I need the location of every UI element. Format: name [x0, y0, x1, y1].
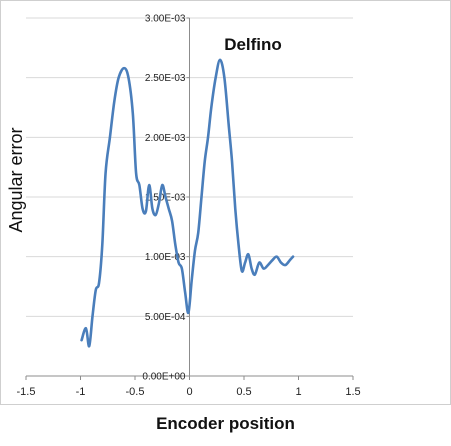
- y-tick-label: 1.00E-03: [145, 252, 186, 263]
- y-tick-label: 3.00E-03: [145, 14, 186, 25]
- y-tick-label: 2.00E-03: [145, 133, 186, 144]
- axes: [25, 17, 354, 380]
- x-tick-label: 1: [295, 386, 301, 398]
- plot-frame: [0, 0, 451, 405]
- chart-title: Delfino: [224, 35, 282, 54]
- y-axis-label: Angular error: [6, 127, 26, 232]
- x-tick-label: -0.5: [126, 386, 145, 398]
- series-layer: [80, 58, 295, 348]
- y-tick-label: 2.50E-03: [145, 73, 186, 84]
- series-line-0: [80, 58, 295, 348]
- x-tick-label: 1.5: [345, 386, 360, 398]
- x-tick-label: -1: [76, 386, 86, 398]
- x-tick-label: -1.5: [17, 386, 36, 398]
- x-axis-label: Encoder position: [156, 414, 295, 433]
- x-tick-label: 0.5: [236, 386, 251, 398]
- y-tick-label: 5.00E-04: [145, 312, 186, 323]
- x-tick-label: 0: [186, 386, 192, 398]
- y-tick-label: 0.00E+00: [142, 372, 186, 383]
